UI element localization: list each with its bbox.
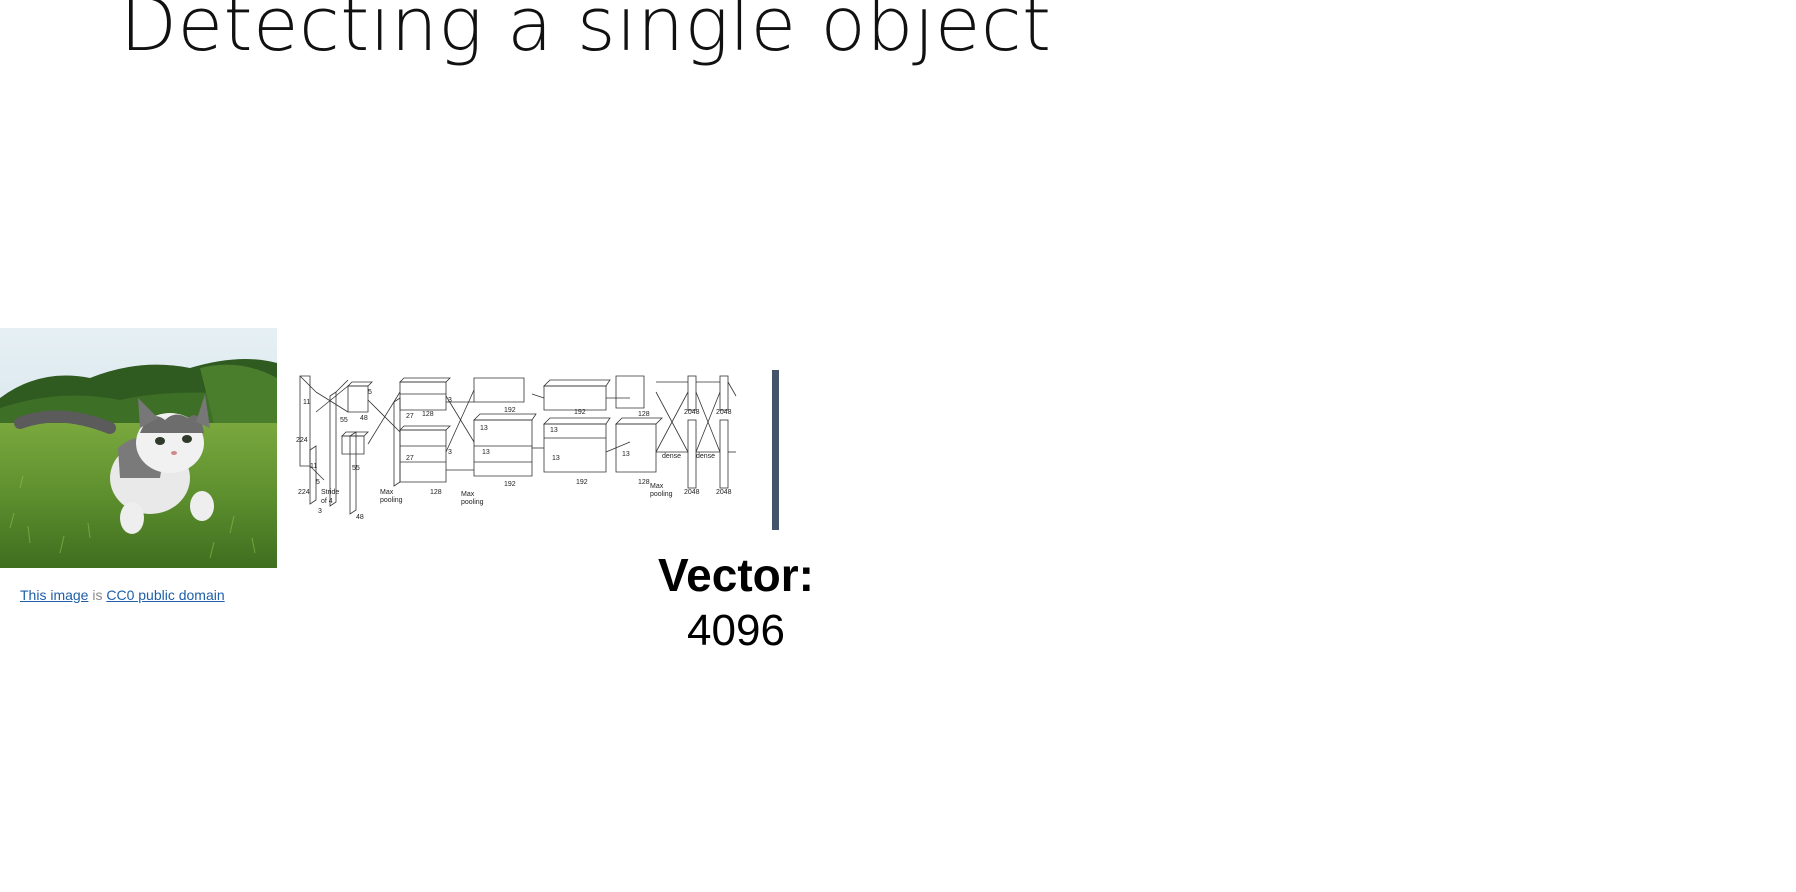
label-maxpool1b: pooling [380, 497, 403, 504]
label-c1-5: 5 [368, 389, 372, 396]
this-image-link[interactable]: This image [20, 587, 89, 603]
label-of4: of 4 [321, 498, 333, 505]
alexnet-diagram-svg: 224 224 3 11 11 5 Stride of 4 55 55 48 4… [296, 375, 737, 521]
label-c4-192a: 192 [574, 409, 586, 416]
label-stride: Stride [321, 489, 339, 496]
label-k11b: 11 [310, 463, 317, 470]
label-d1a: 2048 [684, 409, 700, 416]
label-k5: 5 [316, 479, 320, 486]
label-dense1: dense [662, 453, 681, 460]
cc0-license-link[interactable]: CC0 public domain [106, 587, 225, 603]
label-c4-13b: 13 [552, 455, 560, 462]
kitten-paw-left [120, 502, 144, 534]
label-c1-48b: 48 [356, 514, 364, 520]
image-attribution: This image is CC0 public domain [20, 587, 225, 603]
label-maxpool2: Max [461, 491, 475, 498]
label-d1b: 2048 [684, 489, 700, 496]
label-c3-192b: 192 [504, 481, 516, 488]
kitten-photo [0, 328, 277, 568]
vector-label: Vector: [658, 549, 814, 601]
label-c1-55a: 55 [340, 417, 348, 424]
vector-size: 4096 [687, 606, 785, 655]
conv3-block [473, 377, 525, 403]
conv5-block [615, 375, 645, 409]
label-input-c: 3 [318, 508, 322, 515]
label-c3-192a: 192 [504, 407, 516, 414]
label-c3-13b: 13 [482, 449, 490, 456]
label-d2a: 2048 [716, 409, 732, 416]
label-c2-128b: 128 [430, 489, 442, 496]
label-c1-48a: 48 [360, 415, 368, 422]
conv4-block [543, 385, 607, 411]
label-k11a: 11 [303, 399, 310, 406]
kitten-photo-svg [0, 328, 277, 568]
label-c2-128a: 128 [422, 411, 434, 418]
label-maxpool3: Max [650, 483, 664, 490]
kitten-ear-left [138, 398, 158, 428]
conv1-block [329, 391, 337, 507]
kitten-paw-right [190, 491, 214, 521]
label-maxpool1: Max [380, 489, 394, 496]
dense2-block [719, 375, 729, 411]
label-c2-3b: 3 [448, 449, 452, 456]
input-block [299, 375, 311, 467]
kitten-tail [14, 410, 116, 434]
label-c5-13: 13 [622, 451, 630, 458]
label-c2-27a: 27 [406, 413, 414, 420]
label-c1-55b: 55 [352, 465, 360, 472]
vector-output-bar [772, 370, 779, 530]
label-c4-192b: 192 [576, 479, 588, 486]
kitten-ear-right [196, 394, 210, 428]
label-d2b: 2048 [716, 489, 732, 496]
label-c4-13a: 13 [550, 427, 558, 434]
slide-title: Detecting a single object [120, 0, 1052, 68]
label-c2-27b: 27 [406, 455, 414, 462]
label-c5-128a: 128 [638, 411, 650, 418]
alexnet-diagram: 224 224 3 11 11 5 Stride of 4 55 55 48 4… [296, 372, 742, 521]
label-c2-3a: 3 [448, 397, 452, 404]
label-maxpool3b: pooling [650, 491, 673, 498]
dense1-block [687, 375, 697, 411]
label-dense2: dense [696, 453, 715, 460]
caption-separator: is [88, 587, 107, 603]
label-input-h: 224 [296, 437, 308, 444]
conv2-block [393, 397, 401, 487]
label-c3-13a: 13 [480, 425, 488, 432]
label-input-w: 224 [298, 489, 310, 496]
label-maxpool2b: pooling [461, 499, 484, 506]
label-c5-128b: 128 [638, 479, 650, 486]
